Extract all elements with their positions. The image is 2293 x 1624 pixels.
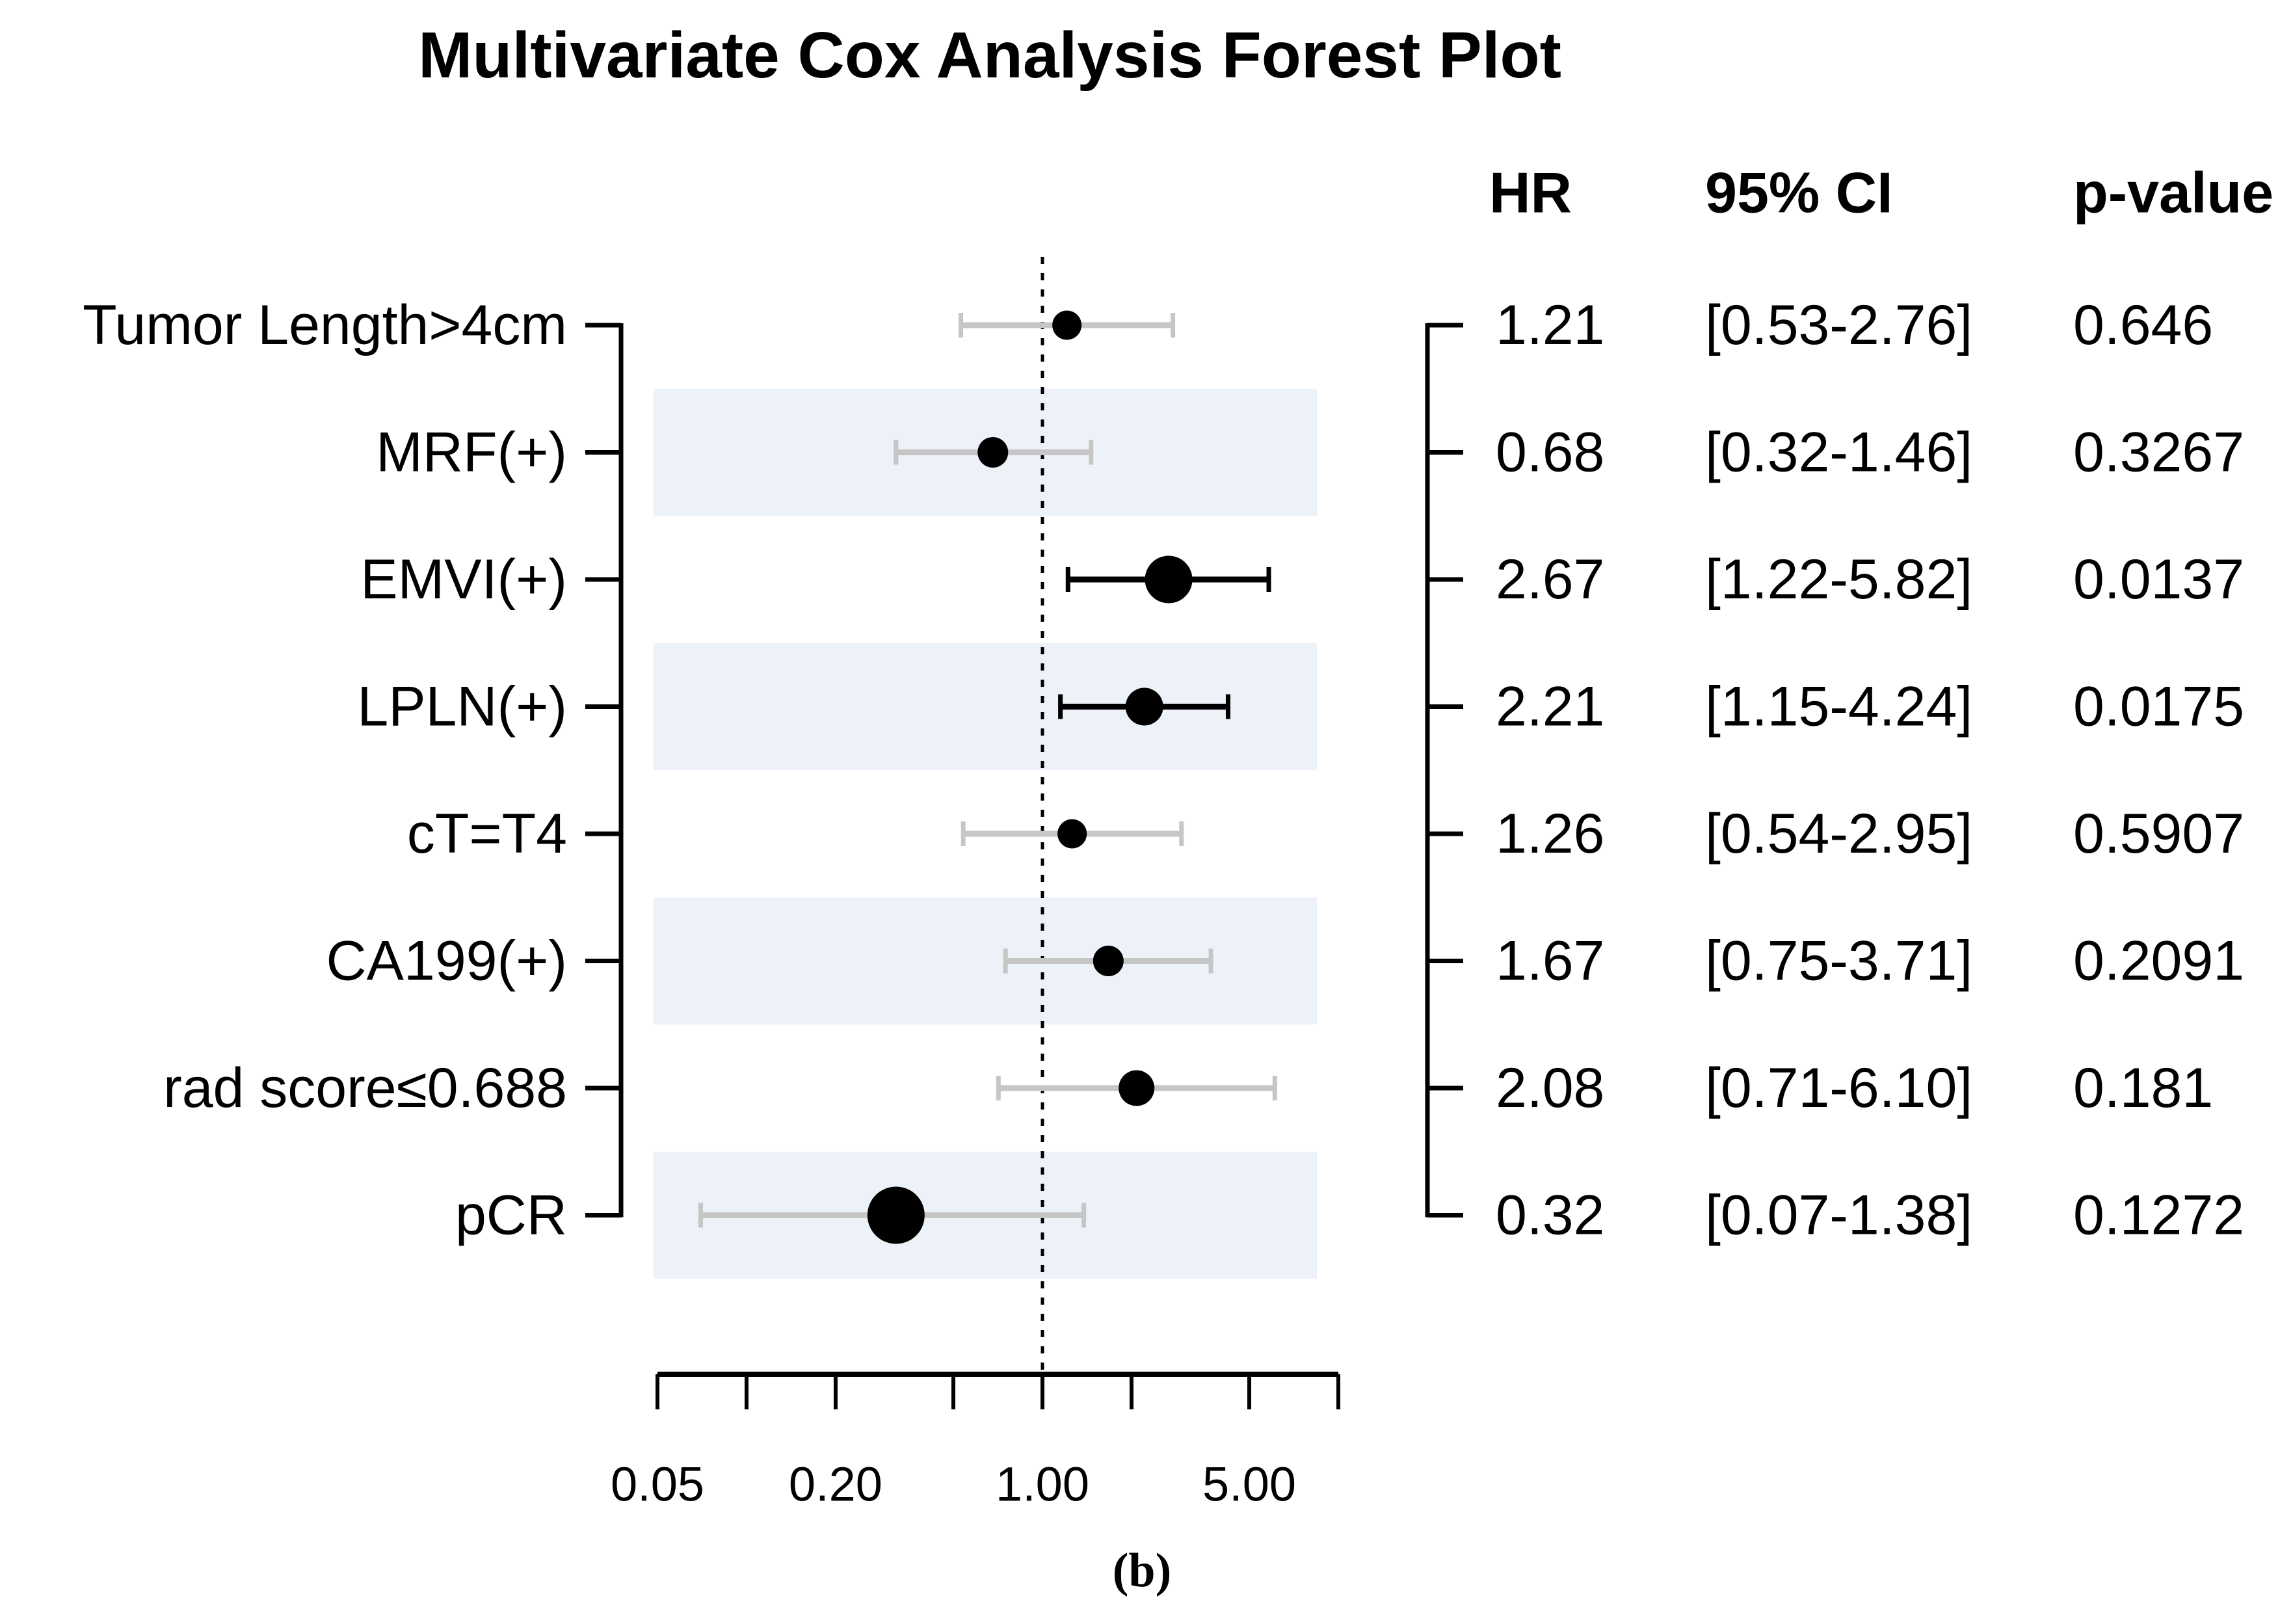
row-label: pCR <box>455 1184 567 1247</box>
hr-value: 0.32 <box>1496 1184 1604 1247</box>
row-label: EMVI(+) <box>360 548 567 611</box>
hr-value: 1.26 <box>1496 803 1604 865</box>
p-value: 0.646 <box>2073 294 2213 356</box>
ci-value: [0.75-3.71] <box>1705 930 1972 992</box>
column-header-ci: 95% CI <box>1705 161 1893 225</box>
hr-value: 0.68 <box>1496 421 1604 484</box>
row-label: cT=T4 <box>407 803 567 865</box>
chart-title: Multivariate Cox Analysis Forest Plot <box>418 19 1561 92</box>
row-label: MRF(+) <box>376 421 567 484</box>
p-value: 0.3267 <box>2073 421 2244 484</box>
p-value: 0.0137 <box>2073 548 2244 611</box>
row-shading-band <box>654 897 1317 1025</box>
bracket-layer <box>585 323 1463 1218</box>
forest-row-marks <box>1058 687 1230 726</box>
ci-value: [1.22-5.82] <box>1705 548 1972 611</box>
hazard-ratio-dot <box>1145 555 1193 604</box>
error-bars-and-dots-layer <box>698 310 1277 1244</box>
x-axis-tick-label-5.00: 5.00 <box>1202 1458 1296 1511</box>
hazard-ratio-dot <box>1057 819 1087 849</box>
ci-value: [1.15-4.24] <box>1705 676 1972 738</box>
x-axis-tick-label-0.05: 0.05 <box>611 1458 704 1511</box>
ci-value: [0.54-2.95] <box>1705 803 1972 865</box>
column-header-hr: HR <box>1489 161 1572 225</box>
hr-value: 2.67 <box>1496 548 1604 611</box>
forest-row-marks <box>996 1070 1277 1106</box>
forest-row-marks <box>1065 555 1271 604</box>
column-header-pvalue: p-value <box>2073 161 2273 225</box>
row-label: rad score≤0.688 <box>163 1057 567 1119</box>
row-label: LPLN(+) <box>357 676 567 738</box>
hazard-ratio-dot <box>977 437 1009 468</box>
forest-row-marks <box>698 1186 1087 1244</box>
hazard-ratio-dot <box>1119 1070 1155 1106</box>
x-axis <box>656 1372 1340 1409</box>
x-axis-tick-label-0.20: 0.20 <box>789 1458 882 1511</box>
hr-value: 1.21 <box>1496 294 1604 356</box>
ci-value: [0.07-1.38] <box>1705 1184 1972 1247</box>
row-text-layer: Tumor Length>4cm 1.21 [0.53-2.76] 0.646 MRF(… <box>83 294 2244 1247</box>
p-value: 0.5907 <box>2073 803 2244 865</box>
hr-value: 1.67 <box>1496 930 1604 992</box>
hr-value: 2.21 <box>1496 676 1604 738</box>
hazard-ratio-dot <box>867 1186 925 1244</box>
ci-value: [0.53-2.76] <box>1705 294 1972 356</box>
ci-value: [0.71-6.10] <box>1705 1057 1972 1119</box>
p-value: 0.2091 <box>2073 930 2244 992</box>
figure-caption: (b) <box>1113 1544 1171 1597</box>
p-value: 0.0175 <box>2073 676 2244 738</box>
forest-row-marks <box>1003 946 1213 976</box>
ci-value: [0.32-1.46] <box>1705 421 1972 484</box>
row-label: CA199(+) <box>326 930 567 992</box>
hr-value: 2.08 <box>1496 1057 1604 1119</box>
forest-row-marks <box>959 310 1176 340</box>
p-value: 0.181 <box>2073 1057 2213 1119</box>
p-value: 0.1272 <box>2073 1184 2244 1247</box>
forest-row-marks <box>894 437 1094 468</box>
row-label: Tumor Length>4cm <box>83 294 567 356</box>
hazard-ratio-dot <box>1052 310 1082 340</box>
hazard-ratio-dot <box>1125 687 1163 726</box>
forest-row-marks <box>961 819 1184 849</box>
hazard-ratio-dot <box>1093 946 1124 976</box>
x-axis-tick-label-1.00: 1.00 <box>996 1458 1089 1511</box>
